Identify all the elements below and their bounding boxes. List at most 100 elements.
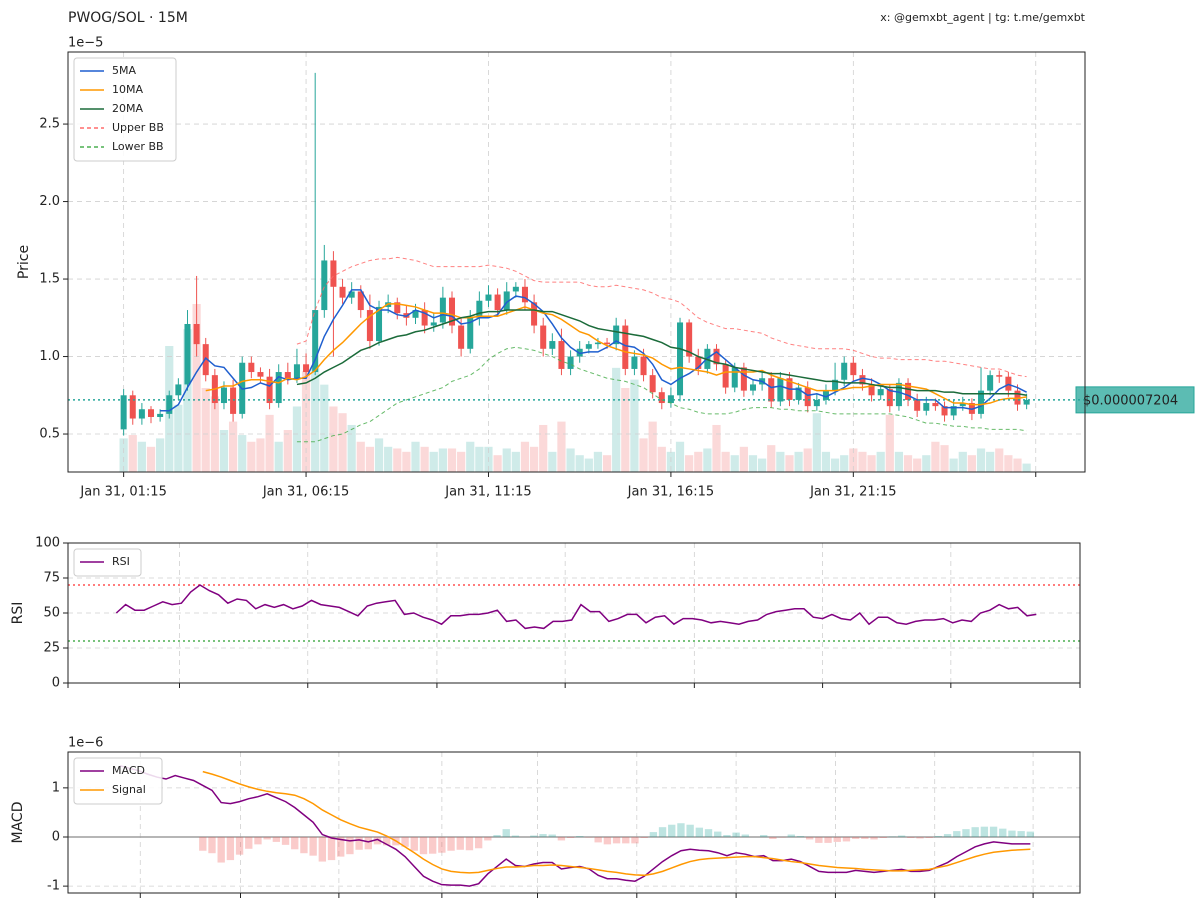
histogram-bar [842, 836, 851, 842]
histogram-bar [640, 836, 648, 838]
histogram-bar [649, 832, 658, 837]
volume-bar [520, 441, 530, 472]
volume-bar [311, 367, 320, 472]
volume-bar [356, 441, 365, 472]
candle-body [649, 375, 656, 393]
candle-body [312, 310, 319, 373]
volume-bar [758, 458, 767, 472]
legend-label: Signal [112, 783, 146, 796]
candle-body [832, 379, 839, 391]
y-tick-label: 0.5 [39, 427, 60, 442]
legend-box [73, 757, 163, 805]
candle-body [257, 372, 264, 377]
volume-bar [785, 455, 794, 472]
histogram-bar [346, 836, 354, 855]
histogram-bar [723, 835, 731, 837]
y-tick-label: 1.5 [39, 272, 60, 287]
histogram-bar [897, 835, 906, 837]
volume-bar [238, 435, 247, 472]
candle-body [1014, 390, 1021, 405]
candle-body [604, 342, 611, 345]
y-tick-label: -1 [47, 879, 60, 894]
y-tick-label: 25 [43, 641, 60, 656]
candle-body [330, 260, 337, 287]
series-line [296, 256, 1027, 378]
histogram-bar [704, 829, 713, 837]
x-tick-label: Jan 31, 06:15 [262, 485, 349, 500]
volume-bar [228, 421, 238, 472]
y-axis-label: MACD [10, 802, 26, 844]
volume-bar [876, 451, 885, 472]
credit: x: @gemxbt_agent | tg: t.me/gemxbt [880, 11, 1085, 24]
plot-frame [67, 542, 1081, 684]
volume-bar [630, 379, 639, 472]
histogram-bar [695, 827, 704, 837]
candle-body [549, 341, 556, 349]
volume-bar [247, 441, 256, 472]
legend-label: Upper BB [112, 121, 164, 134]
histogram-bar [263, 836, 271, 840]
histogram-bar [217, 836, 225, 863]
histogram-bar [870, 836, 878, 840]
histogram-bar [548, 834, 556, 837]
candle-body [877, 389, 884, 396]
candle-body [448, 297, 456, 326]
candle-body [1023, 399, 1030, 405]
legend-label: 20MA [112, 102, 143, 115]
histogram-bar [943, 834, 952, 837]
candle-body [667, 395, 674, 404]
histogram-bar [456, 836, 464, 850]
volume-bar [685, 455, 694, 472]
volume-bar [621, 388, 630, 472]
volume-bar [940, 445, 949, 472]
volume-bar [548, 451, 557, 472]
volume-bar [128, 435, 137, 472]
candle-body [147, 409, 155, 417]
candle-body [220, 387, 227, 404]
candle-body [613, 325, 620, 345]
candle-body [978, 390, 985, 414]
histogram-bar [769, 836, 777, 839]
histogram-bar [355, 836, 363, 850]
volume-bar [466, 441, 475, 472]
candle-body [686, 322, 693, 357]
candle-body [248, 362, 255, 373]
volume-bar [903, 455, 913, 472]
panel-line: 0 25 50 75 100 RSI RSI [10, 536, 1081, 691]
candle-body [950, 406, 957, 416]
volume-bar [283, 430, 292, 472]
histogram-bar [668, 824, 676, 837]
volume-bar [1004, 455, 1013, 472]
volume-bar [429, 451, 438, 472]
candle-body [321, 260, 328, 311]
volume-bar [174, 404, 183, 472]
volume-bar [146, 446, 156, 472]
volume-bar [374, 438, 384, 472]
histogram-bar [199, 836, 207, 851]
volume-bar [995, 448, 1004, 472]
candle-body [458, 325, 465, 349]
volume-bar [858, 451, 867, 472]
volume-bar [557, 421, 566, 472]
candle-body [138, 409, 145, 419]
series-line [296, 309, 1027, 397]
histogram-bar [824, 836, 832, 843]
histogram-bar [677, 823, 685, 837]
candle-body [987, 375, 994, 391]
histogram-bar [962, 829, 970, 837]
histogram-bar [622, 836, 630, 844]
x-tick-label: Jan 31, 01:15 [79, 485, 166, 500]
candle-body [366, 310, 373, 342]
volume-bar [529, 446, 539, 472]
volume-bar [721, 451, 730, 472]
candle-body [485, 294, 492, 301]
candle-body [941, 406, 948, 416]
volume-bar [192, 304, 201, 472]
histogram-bar [465, 836, 474, 851]
volume-bar [657, 446, 666, 472]
volume-bar [475, 446, 484, 472]
candle-body [658, 392, 665, 404]
candle-body [859, 375, 866, 385]
volume-bar [493, 455, 502, 472]
